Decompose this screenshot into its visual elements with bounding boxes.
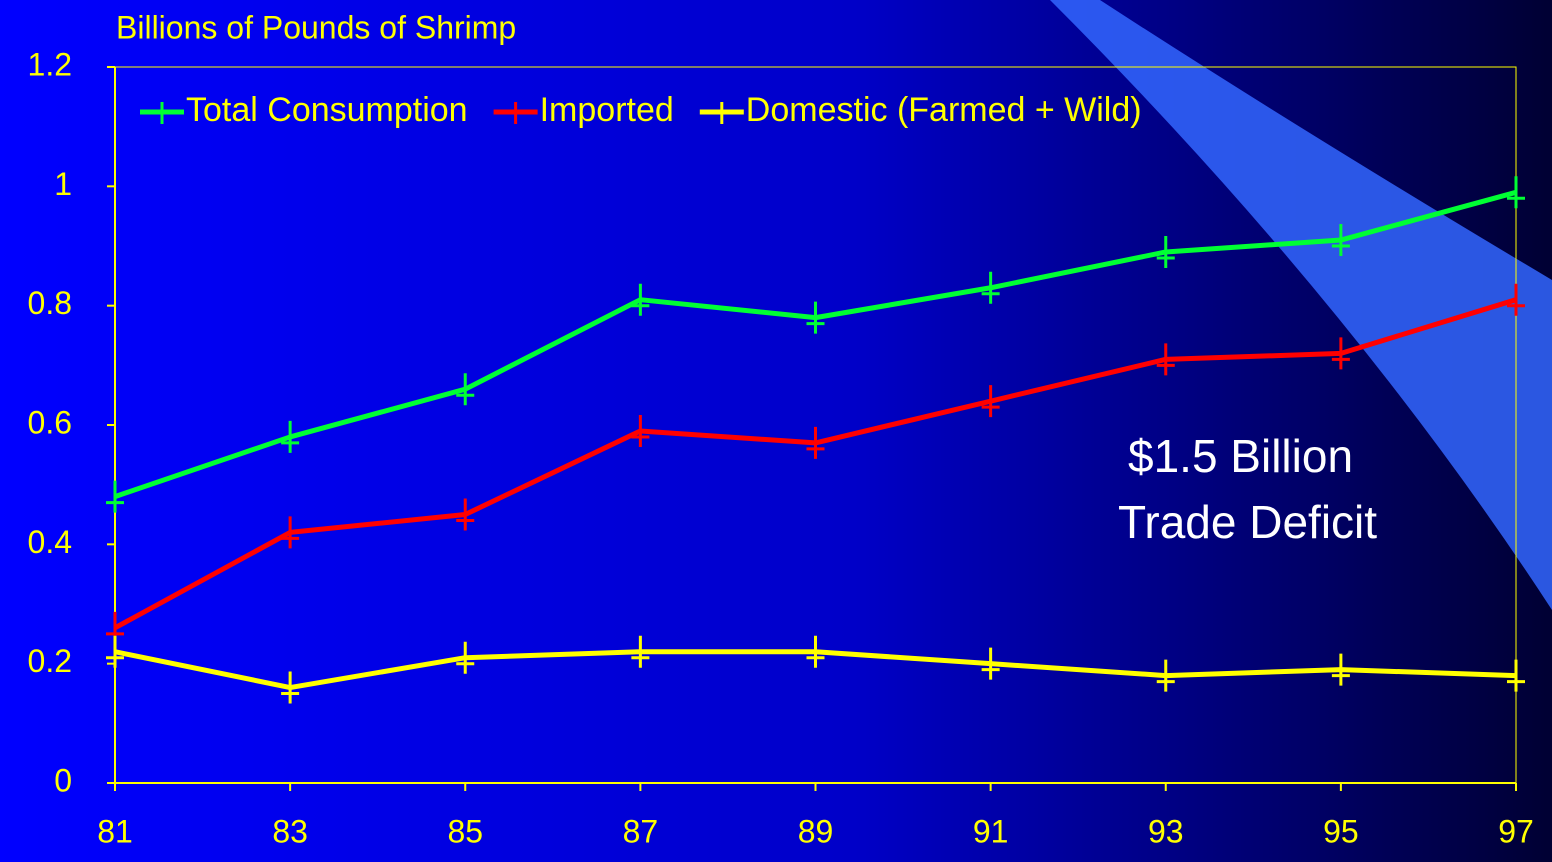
point-marker [1156,235,1175,268]
x-tick-label: 93 [1148,813,1184,849]
point-marker [106,480,124,513]
x-tick-label: 85 [447,813,483,849]
point-marker [1507,659,1525,692]
y-tick-label: 0.8 [28,285,72,321]
x-tick-label: 89 [798,813,834,849]
point-marker [806,301,825,334]
point-marker [281,516,300,549]
point-marker [981,647,1000,680]
y-tick-label: 1 [54,166,72,202]
y-tick-label: 0.4 [28,524,72,560]
point-marker [1331,337,1350,370]
x-tick-label: 81 [97,813,133,849]
x-tick-label: 97 [1498,813,1534,849]
point-marker [456,498,475,531]
x-tick-label: 83 [272,813,308,849]
point-marker [281,420,300,453]
point-marker [631,635,650,668]
point-marker [456,641,475,674]
point-marker [631,283,650,316]
x-tick-label: 95 [1323,813,1359,849]
legend-label: Domestic (Farmed + Wild) [746,91,1142,129]
legend-label: Total Consumption [186,91,468,129]
x-tick-label: 91 [973,813,1009,849]
point-marker [1156,659,1175,692]
chart-title: Billions of Pounds of Shrimp [116,9,516,45]
point-marker [281,671,300,704]
point-marker [806,426,825,459]
swoosh [1050,0,1552,610]
point-marker [1156,343,1175,376]
x-tick-label: 87 [623,813,659,849]
point-marker [1331,653,1350,686]
point-marker [106,635,124,668]
y-tick-label: 0 [54,762,72,798]
point-marker [1331,224,1350,257]
legend-label: Imported [540,91,674,129]
point-marker [1507,176,1525,209]
point-marker [631,414,650,447]
y-tick-label: 1.2 [28,46,72,82]
point-marker [981,271,1000,304]
point-marker [1507,283,1525,316]
point-marker [456,373,475,406]
y-tick-label: 0.2 [28,643,72,679]
y-tick-label: 0.6 [28,404,72,440]
point-marker [981,385,1000,418]
annotation: Trade Deficit [1118,496,1377,548]
annotation: $1.5 Billion [1128,430,1353,482]
point-marker [806,635,825,668]
